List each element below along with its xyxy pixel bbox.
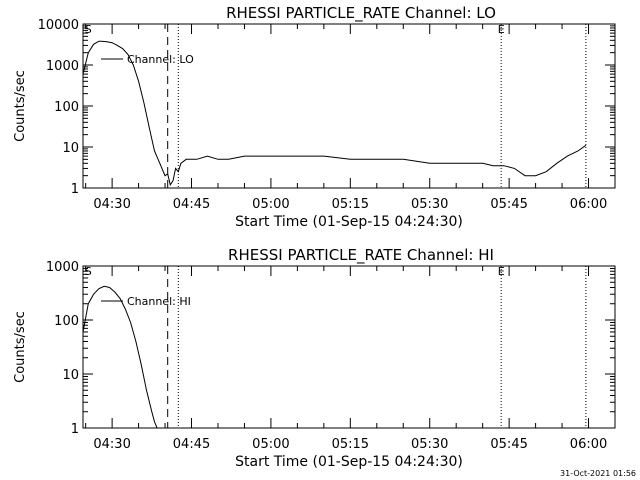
marker-label: S — [85, 265, 92, 278]
x-tick-label: 05:45 — [490, 437, 527, 452]
y-tick-label: 10 — [62, 141, 79, 156]
legend-label: Channel: LO — [127, 53, 194, 66]
y-tick-label: 10 — [62, 368, 79, 383]
x-tick-label: 04:30 — [93, 437, 130, 452]
legend-label: Channel: HI — [127, 295, 191, 308]
chart-title: RHESSI PARTICLE_RATE Channel: LO — [226, 4, 496, 23]
marker-label: E — [498, 265, 505, 278]
chart-title: RHESSI PARTICLE_RATE Channel: HI — [228, 246, 494, 265]
x-axis-label: Start Time (01-Sep-15 04:24:30) — [235, 214, 463, 230]
y-tick-label: 1 — [71, 182, 79, 197]
series-line — [83, 285, 158, 428]
series-line — [83, 40, 587, 187]
x-tick-label: 05:30 — [411, 437, 448, 452]
x-tick-label: 04:30 — [93, 197, 130, 212]
x-tick-label: 05:45 — [490, 197, 527, 212]
y-tick-label: 100 — [54, 314, 79, 329]
y-tick-label: 1000 — [46, 59, 79, 74]
y-axis-label: Counts/sec — [13, 311, 28, 383]
x-axis-label: Start Time (01-Sep-15 04:24:30) — [235, 454, 463, 470]
y-tick-label: 100 — [54, 100, 79, 115]
x-tick-label: 06:00 — [570, 197, 607, 212]
panel-hi: RHESSI PARTICLE_RATE Channel: HI Start Ti… — [13, 246, 616, 470]
y-tick-label: 10000 — [38, 18, 79, 33]
x-tick-label: 05:00 — [252, 197, 289, 212]
panel-lo: RHESSI PARTICLE_RATE Channel: LO Start Ti… — [13, 4, 616, 230]
x-tick-label: 05:00 — [252, 437, 289, 452]
x-tick-label: 05:15 — [332, 437, 369, 452]
y-tick-label: 1000 — [46, 260, 79, 275]
footer-timestamp: 31-Oct-2021 01:56 — [560, 469, 636, 478]
marker-label: S — [85, 23, 92, 36]
y-tick-label: 1 — [71, 422, 79, 437]
marker-label: E — [498, 23, 505, 36]
x-tick-label: 04:45 — [173, 197, 210, 212]
y-axis-label: Counts/sec — [13, 70, 28, 142]
x-tick-label: 06:00 — [570, 437, 607, 452]
x-tick-label: 04:45 — [173, 437, 210, 452]
x-tick-label: 05:15 — [332, 197, 369, 212]
x-tick-label: 05:30 — [411, 197, 448, 212]
plot-frame — [82, 23, 616, 189]
plot-frame — [82, 265, 616, 429]
